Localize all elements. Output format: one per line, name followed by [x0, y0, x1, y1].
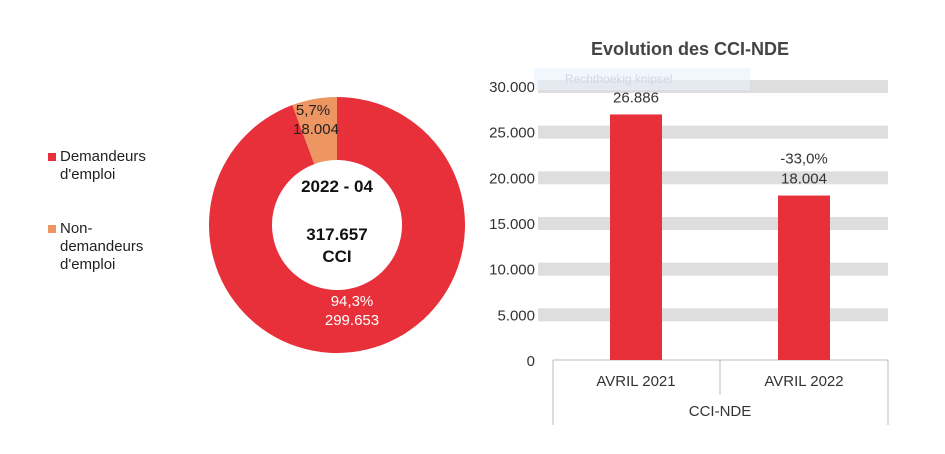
bar-data-label: 18.004 [781, 171, 827, 188]
gridline [538, 171, 888, 185]
bar [610, 114, 662, 361]
y-tick-label: 25.000 [489, 125, 535, 142]
bar [778, 195, 830, 360]
y-tick-label: 5.000 [497, 307, 535, 324]
slice-value-label: 299.653 [325, 312, 379, 329]
y-tick-label: 10.000 [489, 262, 535, 279]
y-tick-label: 30.000 [489, 79, 535, 96]
legend-label: Non-demandeurs d'emploi [60, 220, 144, 273]
bar-chart: 0 5.000 10.000 15.000 20.000 25.000 30.000 26.8… [489, 79, 889, 425]
x-group-label: CCI-NDE [689, 403, 752, 420]
donut-slice [292, 97, 337, 165]
donut-chart [209, 97, 465, 353]
gridline [538, 308, 888, 322]
x-tick-label: AVRIL 2021 [596, 373, 675, 390]
x-tick-label: AVRIL 2022 [764, 373, 843, 390]
gridline [538, 217, 888, 230]
legend-label: Demandeurs d'emploi [60, 148, 146, 183]
tooltip-overlay [534, 68, 750, 90]
bar-change-label: -33,0% [780, 151, 828, 168]
y-tick-label: 0 [527, 353, 535, 370]
donut-period: 2022 - 04 [301, 177, 373, 196]
slice-percent-label: 5,7% [296, 102, 330, 119]
legend-swatch [48, 225, 56, 233]
bar-data-label: 26.886 [613, 89, 659, 106]
y-tick-label: 15.000 [489, 216, 535, 233]
gridline [538, 125, 888, 139]
slice-percent-label: 94,3% [331, 293, 374, 310]
bar-chart-title: Evolution des CCI-NDE [591, 39, 789, 59]
y-tick-label: 20.000 [489, 170, 535, 187]
tooltip-text: Rechthoekig knipsel [565, 72, 672, 86]
donut-total: 317.657 [306, 225, 367, 244]
slice-value-label: 18.004 [293, 121, 339, 138]
gridline [538, 262, 888, 276]
donut-unit: CCI [322, 247, 351, 266]
donut-slice [209, 97, 465, 353]
legend-swatch [48, 153, 56, 161]
